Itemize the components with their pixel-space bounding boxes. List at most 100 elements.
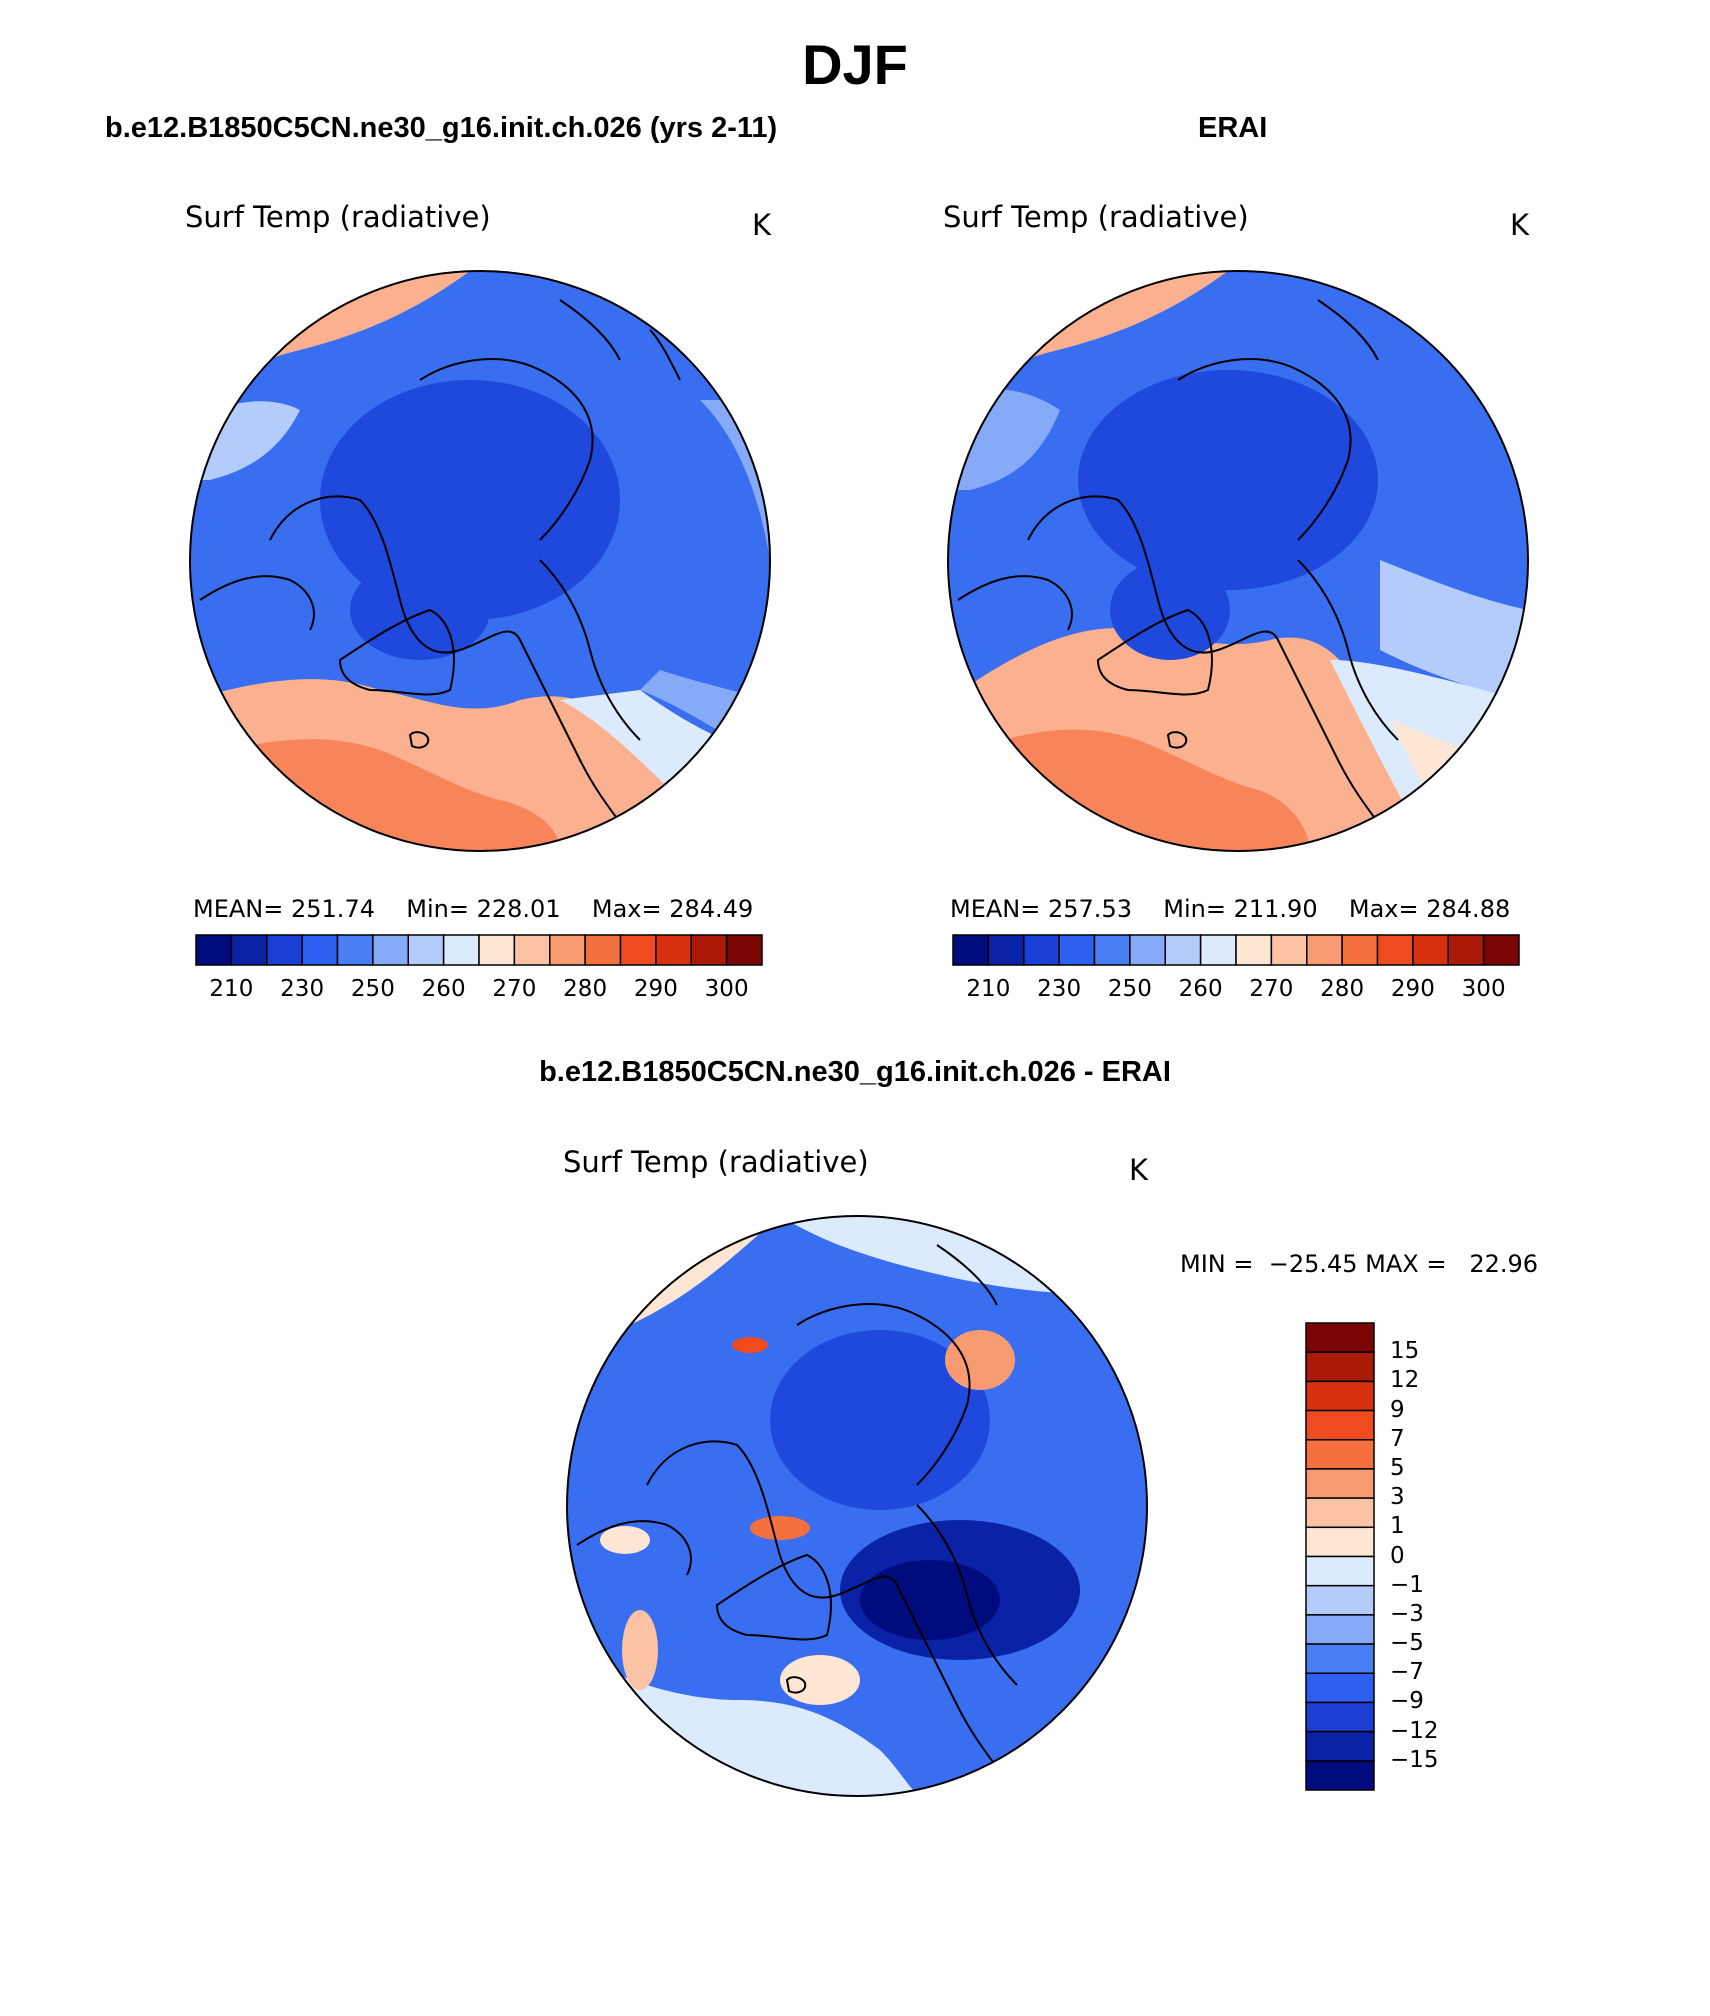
difference-colorbar-box <box>1305 1380 1375 1412</box>
p1-field-pacific-core <box>190 271 380 360</box>
panel-1-colorbar-box <box>549 934 586 966</box>
difference-colorbar-box <box>1305 1760 1375 1791</box>
panel-2-max-label: Max= <box>1348 895 1419 923</box>
figure-title: DJF <box>802 33 908 96</box>
difference-colorbar-box <box>1305 1351 1375 1383</box>
difference-colorbar-box <box>1305 1614 1375 1645</box>
p3-field-pacific-pale <box>567 1216 780 1350</box>
panel-2-min-value: 211.90 <box>1233 895 1318 923</box>
panel-2-colorbar-box <box>1199 934 1237 966</box>
panel-1-colorbar-ticks: 210 230 250 260 270 280 290 300 <box>196 976 762 1006</box>
difference-colorbar-tick-label: 12 <box>1390 1367 1420 1394</box>
panel-1-colorbar-box <box>513 934 551 966</box>
p2-field-atlantic-warm <box>948 628 1480 851</box>
difference-colorbar-tick-label: −15 <box>1390 1746 1439 1773</box>
panel-1-colorbar-box <box>442 934 480 966</box>
panel-2-colorbar-box <box>1412 934 1449 966</box>
difference-units-label: K <box>1129 1153 1149 1187</box>
difference-colorbar-box <box>1305 1497 1375 1529</box>
p2-field-arctic-core <box>1078 370 1378 590</box>
panel-1-colorbar-box <box>619 934 657 966</box>
p3-map-border <box>566 1215 1148 1797</box>
panel-2-units-label: K <box>1510 208 1530 242</box>
p3-coastlines <box>576 1244 1018 1796</box>
difference-colorbar-tick-label: 1 <box>1390 1513 1405 1540</box>
panel-1-colorbar-box <box>372 934 409 966</box>
difference-colorbar-tick-label: 9 <box>1390 1396 1405 1423</box>
panel-1-colorbar-tick-label: 270 <box>492 976 537 1002</box>
difference-colorbar-box <box>1305 1555 1375 1587</box>
panel-2-colorbar-box <box>1164 934 1202 966</box>
panel-1-variable-label: Surf Temp (radiative) <box>185 200 491 234</box>
p3-field-bering-warm <box>732 1337 768 1353</box>
panel-1-colorbar-tick-label: 250 <box>350 976 395 1002</box>
panel-1-colorbar-tick-label: 230 <box>280 976 325 1002</box>
panel-2-variable-label: Surf Temp (radiative) <box>943 200 1249 234</box>
panel-1-mean-label: MEAN= <box>193 895 284 923</box>
panel-1-min-value: 228.01 <box>476 895 561 923</box>
panel-1-case-title: b.e12.B1850C5CN.ne30_g16.init.ch.026 (yr… <box>105 112 778 144</box>
difference-colorbar-box <box>1305 1526 1375 1558</box>
panel-1-colorbar-tick-label: 300 <box>704 976 749 1002</box>
p2-field-pacific-core <box>948 271 1138 360</box>
panel-2-colorbar-tick-label: 270 <box>1249 976 1294 1002</box>
p1-field-eurasia-light <box>640 670 770 760</box>
p3-field-siberia-warm <box>945 1330 1015 1390</box>
panel-2-colorbar <box>952 934 1520 966</box>
panel-1-colorbar-box <box>407 934 445 966</box>
p3-field-coast-warm <box>622 1610 658 1690</box>
p1-field-europe-pale <box>560 690 770 845</box>
panel-2-colorbar-box <box>1376 934 1414 966</box>
panel-1-units-label: K <box>752 208 772 242</box>
panel-2-colorbar-box <box>1023 934 1060 966</box>
panel-1-colorbar-box <box>336 934 374 966</box>
p3-field-north-pale <box>780 1216 1147 1294</box>
p3-field-alaska-warm <box>600 1526 650 1554</box>
p3-field-base <box>567 1216 1147 1796</box>
panel-2-max-value: 284.88 <box>1426 895 1511 923</box>
p3-field-barents-core <box>860 1560 1000 1640</box>
p1-field-west-pale <box>190 401 300 480</box>
panel-1-colorbar-box <box>195 934 233 966</box>
panel-1-min-label: Min= <box>406 895 469 923</box>
panel-2-colorbar-ticks: 210 230 250 260 270 280 290 300 <box>953 976 1519 1006</box>
difference-colorbar-box <box>1305 1672 1375 1704</box>
panel-2-colorbar-tick-label: 300 <box>1461 976 1506 1002</box>
panel-1-colorbar-box <box>478 934 516 966</box>
p1-field-ne-warm <box>600 271 770 330</box>
difference-variable-label: Surf Temp (radiative) <box>563 1145 869 1179</box>
difference-colorbar-tick-label: −3 <box>1390 1600 1424 1627</box>
panel-1-colorbar <box>195 934 763 966</box>
difference-colorbar-tick-label: 5 <box>1390 1454 1405 1481</box>
panel-1-colorbar-box <box>690 934 728 966</box>
panel-2-min-label: Min= <box>1163 895 1226 923</box>
difference-colorbar <box>1305 1322 1375 1791</box>
p2-map-border <box>947 270 1529 852</box>
difference-colorbar-box <box>1305 1468 1375 1499</box>
panel-1-colorbar-tick-label: 290 <box>633 976 678 1002</box>
p1-field-atlantic-core <box>190 739 560 851</box>
p2-field-greenland-core <box>1110 560 1230 660</box>
panel-2-colorbar-box <box>1270 934 1308 966</box>
panel-1-mean-value: 251.74 <box>291 895 375 923</box>
difference-colorbar-box <box>1305 1439 1375 1470</box>
panel-2-colorbar-tick-label: 250 <box>1107 976 1152 1002</box>
panel-2-colorbar-box <box>1482 934 1520 966</box>
p1-field-base <box>190 271 770 851</box>
p1-field-east-light <box>700 400 770 560</box>
difference-colorbar-box <box>1305 1584 1375 1616</box>
p2-field-ne-warm <box>1358 271 1528 330</box>
panel-2-colorbar-box <box>1058 934 1096 966</box>
difference-colorbar-box <box>1305 1730 1375 1762</box>
panel-2-colorbar-box <box>1306 934 1343 966</box>
p1-field-pacific-warm <box>190 271 470 400</box>
difference-colorbar-box <box>1305 1643 1375 1674</box>
difference-colorbar-tick-label: 7 <box>1390 1425 1405 1452</box>
difference-stats: MIN = −25.45 MAX = 22.96 <box>1180 1250 1539 1278</box>
difference-colorbar-tick-label: −9 <box>1390 1688 1424 1715</box>
panel-2-mean-label: MEAN= <box>950 895 1041 923</box>
panel-2-colorbar-box <box>1093 934 1131 966</box>
difference-colorbar-tick-label: −7 <box>1390 1659 1424 1686</box>
p2-field-siberia-pale <box>1380 560 1528 700</box>
p3-field-atlantic-pale <box>567 1650 920 1796</box>
